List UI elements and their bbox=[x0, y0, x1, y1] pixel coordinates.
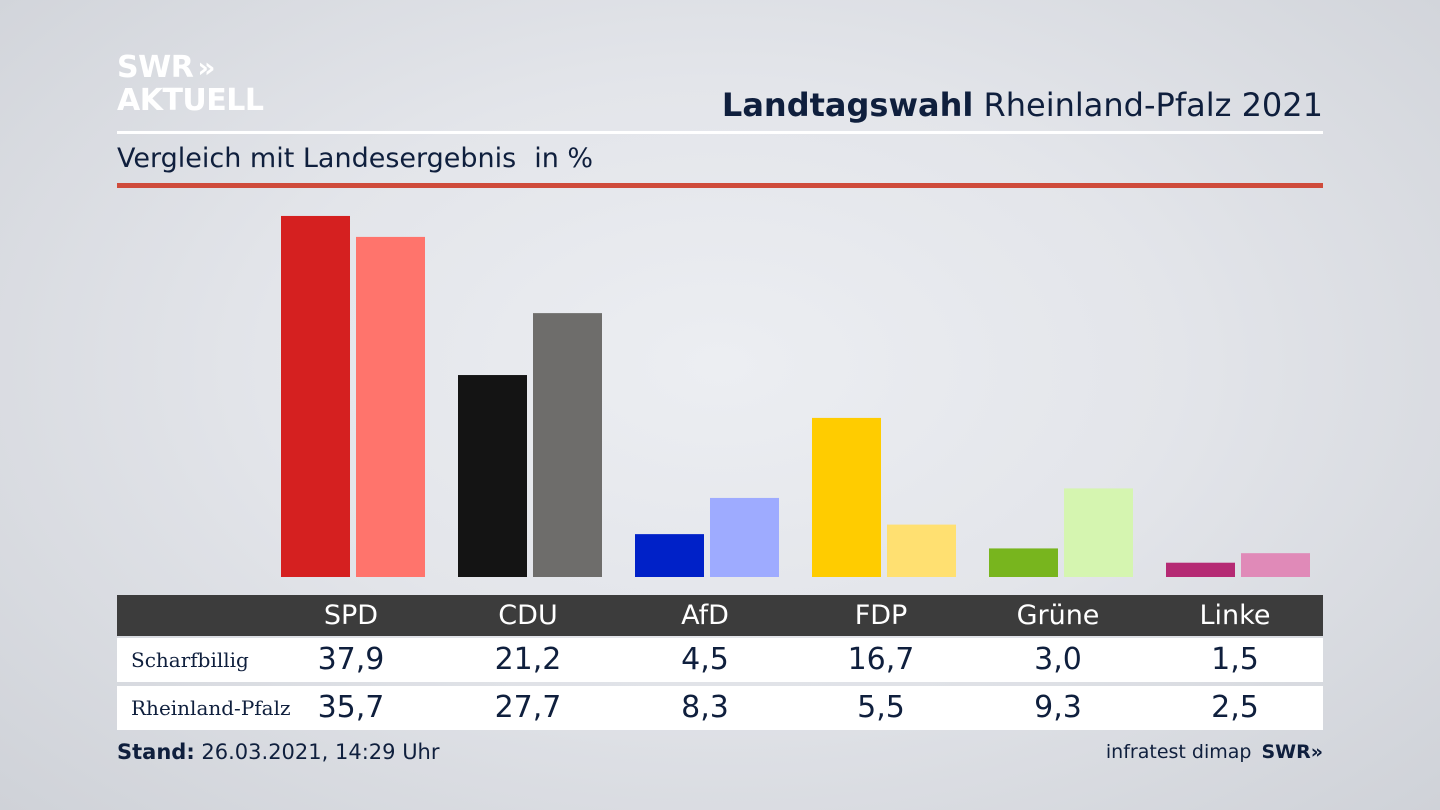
subtitle-divider bbox=[117, 183, 1323, 188]
stand-value: 26.03.2021, 14:29 Uhr bbox=[201, 740, 440, 764]
row-label-rheinland-pfalz: Rheinland-Pfalz bbox=[131, 696, 291, 720]
timestamp: Stand: 26.03.2021, 14:29 Uhr bbox=[117, 740, 440, 764]
value-cell: 2,5 bbox=[1211, 690, 1259, 725]
title-bold: Landtagswahl bbox=[721, 86, 974, 124]
table-row: Rheinland-Pfalz 35,7 27,7 8,3 5,5 9,3 2,… bbox=[117, 686, 1323, 730]
title-rest: Rheinland-Pfalz 2021 bbox=[983, 86, 1323, 124]
value-cell: 16,7 bbox=[847, 642, 915, 677]
value-cell: 21,2 bbox=[494, 642, 562, 677]
value-cell: 27,7 bbox=[494, 690, 562, 725]
bar-linke-scharfbillig bbox=[1166, 562, 1235, 577]
subtitle-unit: in % bbox=[534, 143, 594, 174]
header-linke: Linke bbox=[1199, 600, 1271, 631]
title-divider bbox=[117, 131, 1323, 134]
header-cdu: CDU bbox=[498, 600, 558, 631]
bar-afd-rheinland-pfalz bbox=[710, 497, 779, 577]
table-header: SPD CDU AfD FDP Grüne Linke bbox=[117, 595, 1323, 636]
header-gruene: Grüne bbox=[1016, 600, 1100, 631]
chart-subtitle: Vergleich mit Landesergebnis in % bbox=[117, 143, 593, 174]
header-spd: SPD bbox=[323, 600, 379, 631]
swr-aktuell-logo: SWR» AKTUELL bbox=[117, 53, 264, 116]
bar-gruene-scharfbillig bbox=[989, 548, 1058, 577]
swr-brand-logo: SWR» bbox=[1261, 741, 1323, 763]
value-cell: 5,5 bbox=[857, 690, 905, 725]
value-cell: 4,5 bbox=[681, 642, 729, 677]
value-cell: 9,3 bbox=[1034, 690, 1082, 725]
source-credit: infratest dimap SWR» bbox=[1106, 741, 1323, 763]
logo-swr-text: SWR bbox=[117, 50, 194, 85]
bar-fdp-rheinland-pfalz bbox=[887, 524, 956, 577]
bar-linke-rheinland-pfalz bbox=[1241, 553, 1310, 577]
value-cell: 37,9 bbox=[317, 642, 385, 677]
bar-gruene-rheinland-pfalz bbox=[1064, 488, 1133, 577]
header-fdp: FDP bbox=[854, 600, 908, 631]
bar-spd-scharfbillig bbox=[281, 215, 350, 577]
value-cell: 1,5 bbox=[1211, 642, 1259, 677]
bar-spd-rheinland-pfalz bbox=[356, 236, 425, 577]
row-label-scharfbillig: Scharfbillig bbox=[131, 648, 249, 672]
bar-fdp-scharfbillig bbox=[812, 417, 881, 577]
logo-aktuell-text: AKTUELL bbox=[117, 83, 264, 118]
stand-label: Stand: bbox=[117, 740, 195, 764]
subtitle-text: Vergleich mit Landesergebnis bbox=[117, 143, 517, 174]
value-cell: 3,0 bbox=[1034, 642, 1082, 677]
header-afd: AfD bbox=[681, 600, 729, 631]
bar-cdu-scharfbillig bbox=[458, 375, 527, 577]
value-cell: 8,3 bbox=[681, 690, 729, 725]
value-cell: 35,7 bbox=[317, 690, 385, 725]
source-text: infratest dimap bbox=[1105, 741, 1252, 763]
page-title: Landtagswahl Rheinland-Pfalz 2021 bbox=[722, 86, 1323, 124]
bar-afd-scharfbillig bbox=[635, 534, 704, 577]
bar-cdu-rheinland-pfalz bbox=[533, 313, 602, 577]
table-row: Scharfbillig 37,9 21,2 4,5 16,7 3,0 1,5 bbox=[117, 638, 1323, 682]
